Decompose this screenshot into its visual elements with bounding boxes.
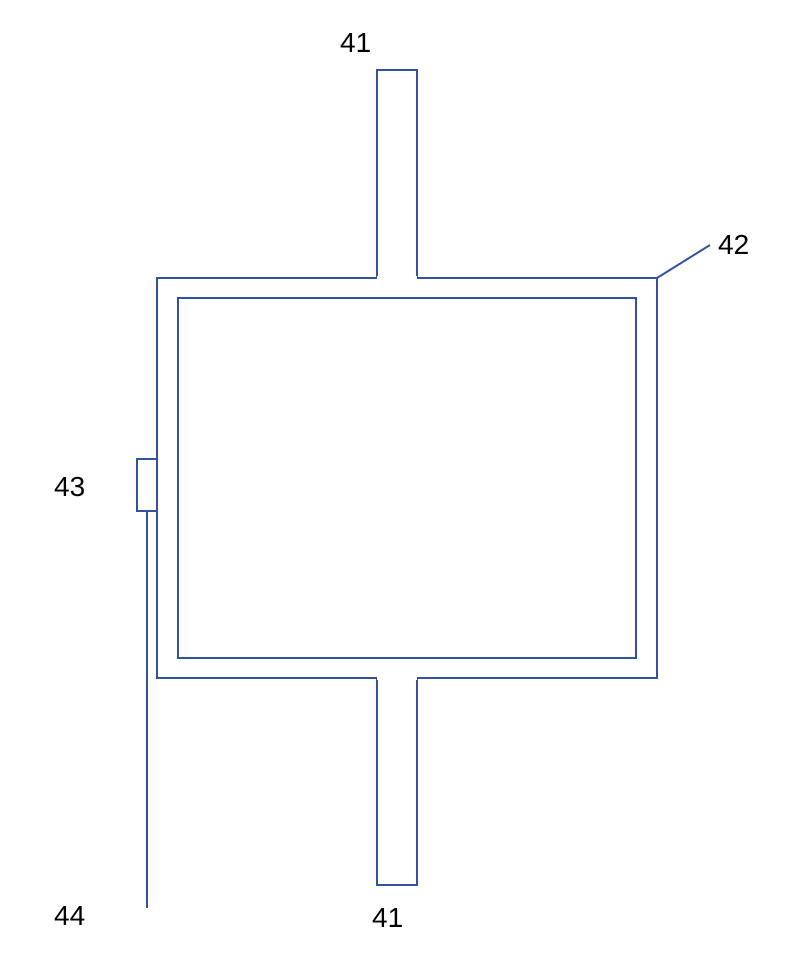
bottom-stub [377, 678, 417, 885]
label-43: 43 [54, 471, 85, 502]
label-42: 42 [718, 229, 749, 260]
side-block [137, 459, 157, 511]
label-44: 44 [54, 900, 85, 931]
outer-frame [157, 278, 657, 678]
label-41-top: 41 [340, 27, 371, 58]
inner-frame [178, 298, 636, 658]
top-stub [377, 70, 417, 278]
callout-line-42 [657, 245, 710, 278]
technical-diagram: 41 41 42 43 44 [0, 0, 792, 961]
label-41-bottom: 41 [372, 902, 403, 933]
